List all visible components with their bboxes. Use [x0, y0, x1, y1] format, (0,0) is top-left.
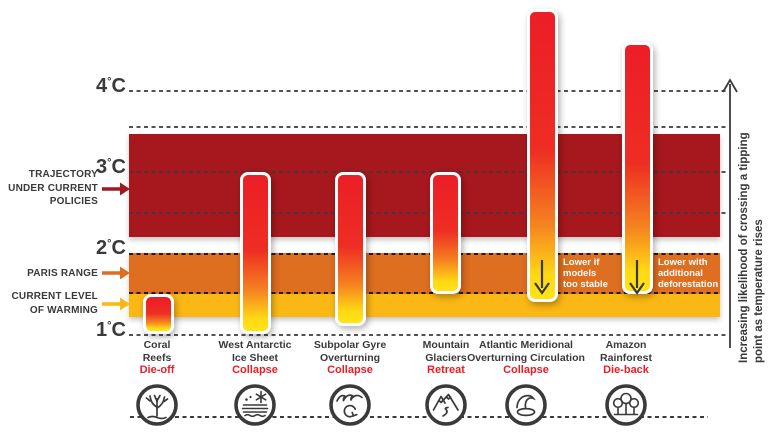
axis-tick-2c: 2°C — [96, 237, 126, 260]
bar-amazon-rainforest — [621, 41, 653, 294]
current-warming-arrow-icon — [102, 297, 130, 311]
gridline-1c — [129, 333, 726, 336]
trajectory-label-line2: UNDER CURRENT — [8, 182, 98, 194]
category-title: West Antarctic Ice Sheet — [218, 339, 292, 364]
paris-range-label-line1: PARIS RANGE — [27, 268, 98, 279]
category-title: Atlantic Meridional Overturning Circulat… — [467, 339, 585, 364]
band-current-level-of-warming — [129, 293, 720, 317]
right-axis-caption: Increasing likelihood of crossing a tipp… — [737, 63, 769, 363]
category-title: Coral Reefs — [142, 339, 172, 364]
icon-row-dashed-line — [130, 416, 708, 418]
current-warming-label-line1: CURRENT LEVEL — [11, 291, 98, 302]
right-axis-caption-line2: point as temperature rises — [753, 219, 765, 363]
ocean-circulation-icon — [505, 384, 547, 426]
ice-sheet-icon — [234, 384, 276, 426]
current-warming-label: CURRENT LEVEL OF WARMING — [0, 290, 98, 317]
increasing-likelihood-arrow-icon — [722, 78, 738, 348]
gridline-2.5c — [129, 211, 726, 214]
band-dashed-edge — [129, 291, 720, 294]
axis-tick-3c: 3°C — [96, 155, 126, 178]
category-west-antarctic-ice-sheet: West Antarctic Ice Sheet Collapse — [180, 339, 330, 427]
paris-range-arrow-icon — [102, 266, 130, 280]
band-dashed-edge — [129, 253, 720, 256]
category-action: Collapse — [232, 364, 278, 376]
category-action: Collapse — [503, 364, 549, 376]
bar-coral-reefs — [142, 293, 174, 335]
category-mountain-glaciers: Mountain Glaciers Retreat — [371, 339, 521, 427]
mountain-glaciers-icon — [425, 384, 467, 426]
category-action: Collapse — [327, 364, 373, 376]
trajectory-label-line1: TRAJECTORY — [28, 169, 98, 180]
trajectory-label: TRAJECTORY UNDER CURRENT POLICIES — [0, 168, 98, 209]
bar-west-antarctic-ice-sheet — [239, 171, 271, 335]
right-axis-caption-line1: Increasing likelihood of crossing a tipp… — [738, 132, 750, 363]
category-action: Retreat — [427, 364, 465, 376]
gyre-overturning-icon — [329, 384, 371, 426]
down-arrow-icon — [533, 258, 551, 296]
rainforest-icon — [605, 384, 647, 426]
category-amazon-rainforest: Amazon Rainforest Die-back — [551, 339, 701, 427]
category-title: Mountain Glaciers — [422, 339, 470, 364]
bar-mountain-glaciers — [429, 171, 461, 294]
category-amoc: Atlantic Meridional Overturning Circulat… — [451, 339, 601, 427]
trajectory-arrow-icon — [102, 182, 130, 196]
bar-atlantic-meridional-overturning-circulation — [526, 9, 558, 302]
axis-tick-4c: 4°C — [96, 74, 126, 97]
down-arrow-icon — [628, 258, 646, 296]
note-atlantic-meridional-overturning-circulation: Lower if models too stable — [563, 257, 608, 291]
current-warming-label-line2: OF WARMING — [29, 304, 98, 316]
category-title: Amazon Rainforest — [600, 339, 652, 364]
category-action: Die-back — [603, 364, 649, 376]
axis-tick-1c: 1°C — [96, 318, 126, 341]
trajectory-label-line3: POLICIES — [49, 196, 98, 207]
paris-range-label: PARIS RANGE — [0, 267, 98, 281]
category-subpolar-gyre: Subpolar Gyre Overturning Collapse — [275, 339, 425, 427]
gridline-3.55c — [129, 126, 726, 129]
category-action: Die-off — [139, 364, 175, 376]
coral-icon — [136, 384, 178, 426]
category-coral-reefs: Coral Reefs Die-off — [82, 339, 232, 427]
bar-subpolar-gyre-overturning — [334, 171, 366, 327]
gridline-4c — [129, 89, 726, 92]
note-amazon-rainforest: Lower with additional deforestation — [658, 257, 719, 291]
gridline-3c — [129, 170, 726, 173]
category-title: Subpolar Gyre Overturning — [313, 339, 387, 364]
